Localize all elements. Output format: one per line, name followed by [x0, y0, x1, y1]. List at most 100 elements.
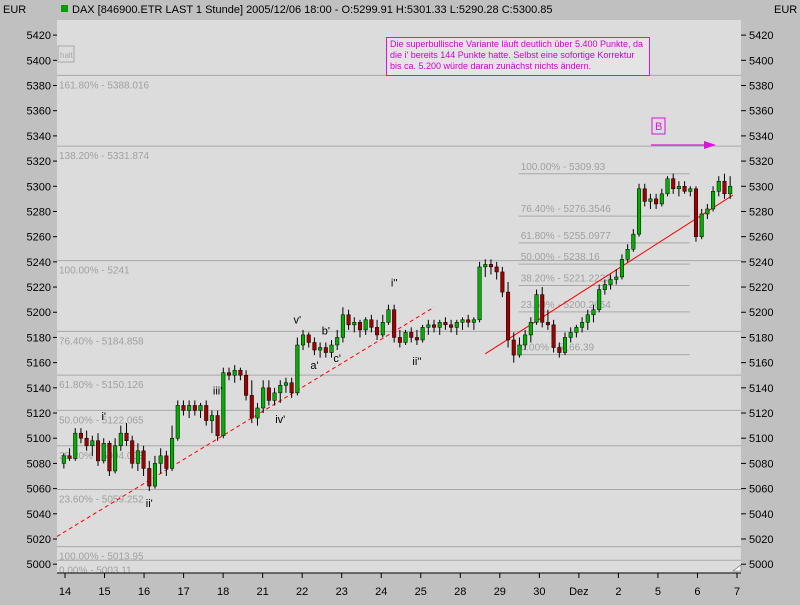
candle-body	[135, 450, 140, 464]
x-tick-label: 29	[494, 586, 506, 598]
y-tick-label-left: 5100	[27, 433, 51, 445]
x-tick-label: 18	[217, 586, 229, 598]
x-tick-label: 7	[734, 586, 740, 598]
candle-body	[175, 405, 180, 439]
candle-body	[130, 440, 135, 464]
candle-body	[562, 337, 568, 353]
candle-body	[511, 339, 516, 356]
candle-body	[301, 334, 306, 346]
y-tick-label-right: 5120	[749, 408, 773, 420]
candle-body	[215, 415, 220, 436]
candle-body	[585, 314, 590, 323]
candle-body	[437, 322, 442, 328]
candle-body	[614, 276, 619, 280]
candle-body	[266, 387, 271, 401]
candle-body	[534, 294, 539, 323]
candle-body	[545, 322, 550, 326]
wave-label: ii'	[146, 498, 153, 510]
candle-body	[181, 405, 186, 411]
dashed-trendline	[56, 306, 435, 537]
y-tick-label-right: 5000	[749, 559, 773, 571]
candle-body	[392, 309, 397, 338]
candle-body	[659, 193, 664, 205]
x-tick-label: 6	[694, 586, 700, 598]
candle-body	[477, 266, 482, 321]
wave-label-layer: i' ii' iii' iv' v' a' b' c' i'' ii''	[101, 278, 421, 510]
candle-body	[147, 468, 152, 487]
faded-label-box	[57, 45, 75, 63]
y-tick-label-right: 5300	[749, 181, 773, 193]
x-tick-label: 22	[296, 586, 308, 598]
candle-body	[232, 369, 237, 376]
candle-body	[289, 382, 294, 394]
fib-label-2: 50.00% - 5238.16	[521, 252, 600, 263]
candle-body	[728, 186, 733, 195]
candle-body	[608, 279, 613, 285]
candle-body	[409, 332, 414, 338]
candle-body	[78, 432, 83, 439]
y-tick-label-left: 5400	[27, 55, 51, 67]
wave-label: ii''	[412, 356, 421, 368]
candle-body	[432, 324, 437, 328]
faded-label: halt	[60, 51, 74, 60]
candle-body	[528, 322, 533, 336]
y-tick-label-left: 5040	[27, 509, 51, 521]
candle-body	[369, 319, 374, 328]
wave-label: iv'	[275, 414, 285, 426]
y-tick-label-right: 5340	[749, 131, 773, 143]
candle-body	[637, 188, 642, 235]
candle-body	[73, 432, 78, 459]
candle-body	[90, 440, 95, 447]
candle-body	[346, 314, 351, 326]
candle-body	[671, 178, 676, 190]
candle-body	[631, 233, 636, 250]
candle-body	[84, 437, 89, 447]
series-indicator-icon	[61, 5, 68, 12]
x-tick-label: 23	[336, 586, 348, 598]
fib-label: 38.20% - 5094.003	[59, 451, 144, 462]
candle-body	[705, 208, 710, 215]
candle-body	[722, 180, 727, 195]
candle-body	[591, 309, 596, 316]
x-tick-label: 21	[257, 586, 269, 598]
x-tick-label: 14	[59, 586, 71, 598]
wave-label: b'	[322, 325, 330, 337]
x-tick-label: 5	[655, 586, 661, 598]
candle-body	[238, 369, 243, 376]
candle-body	[403, 332, 408, 343]
y-tick-label-left: 5120	[27, 408, 51, 420]
candle-body	[101, 443, 106, 462]
candle-body	[152, 463, 157, 487]
plot-area	[57, 20, 741, 573]
candle-body	[278, 385, 283, 394]
x-tick-label: 30	[533, 586, 545, 598]
y-axis-right: 5000 5020 5040 5060 5080 5100 5120 5140 5160 5180…	[741, 30, 773, 571]
y-tick-label-left: 5360	[27, 106, 51, 118]
candle-body	[226, 372, 232, 376]
fib-label: 50.00% - 5122.065	[59, 415, 144, 426]
y-tick-label-left: 5380	[27, 81, 51, 93]
candle-body	[602, 284, 607, 290]
corner-resize-icon[interactable]	[732, 564, 742, 572]
trendline-layer	[56, 194, 734, 537]
candle-body	[209, 415, 214, 421]
candle-body	[471, 319, 476, 323]
x-tick-label: 2	[615, 586, 621, 598]
candle-body	[340, 314, 345, 338]
x-tick-label: Dez	[569, 586, 589, 598]
candle-body	[357, 322, 362, 331]
candle-body	[295, 344, 300, 394]
candle-body	[625, 249, 630, 260]
y-tick-label-left: 5280	[27, 206, 51, 218]
candle-body	[363, 319, 368, 331]
x-axis: 14 15 16 17 18 21 22 23 24 25 28 29 30 Dez 2 5 6 7	[57, 572, 741, 598]
candle-body	[568, 332, 573, 338]
fib-label: 100.00% - 5013.95	[59, 552, 144, 563]
y-tick-label-left: 5160	[27, 358, 51, 370]
y-tick-label-right: 5220	[749, 282, 773, 294]
candle-body	[648, 198, 653, 202]
candle-layer	[61, 173, 733, 492]
wave-label: i'	[101, 411, 106, 423]
y-tick-label-right: 5420	[749, 30, 773, 42]
fib-label-2: 76.40% - 5276.3546	[521, 204, 612, 215]
